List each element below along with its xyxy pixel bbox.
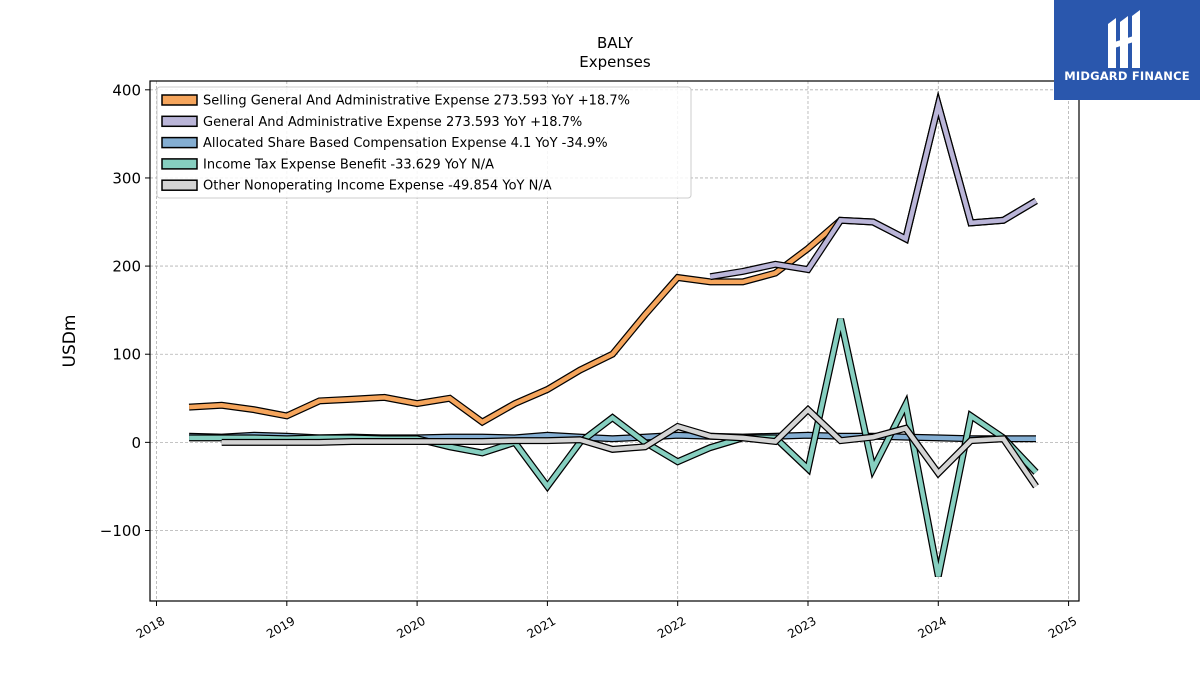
y-axis-label: USDm <box>60 315 80 368</box>
chart-subtitle: Expenses <box>579 53 651 71</box>
legend-label: Other Nonoperating Income Expense -49.85… <box>203 179 552 194</box>
y-tick-label: 100 <box>112 346 141 364</box>
x-tick-label: 2022 <box>655 614 688 641</box>
series-line-income-tax-expense-benefit <box>189 318 1038 577</box>
chart-title: BALY <box>597 34 634 52</box>
legend-label: Allocated Share Based Compensation Expen… <box>203 136 608 151</box>
x-tick-label: 2020 <box>394 614 427 641</box>
legend-label: Income Tax Expense Benefit -33.629 YoY N… <box>203 157 494 172</box>
legend-label: General And Administrative Expense 273.5… <box>203 115 582 130</box>
series-outline-general-and-administrative-expense <box>709 90 1038 281</box>
x-tick-label: 2025 <box>1046 614 1079 641</box>
legend-swatch <box>161 158 198 170</box>
plot-frame <box>149 80 1080 602</box>
y-tick-label: 0 <box>131 434 141 452</box>
series-line-general-and-administrative-expense <box>709 95 1038 279</box>
brand-name: MIDGARD FINANCE <box>1064 69 1190 83</box>
x-axis: 2018 2019 2020 2021 2022 2023 2024 2025 <box>134 601 1079 641</box>
x-tick-label: 2024 <box>916 614 949 641</box>
x-tick-label: 2023 <box>785 614 818 641</box>
legend: Selling General And Administrative Expen… <box>156 86 692 199</box>
y-tick-label: −100 <box>100 522 141 540</box>
y-axis: −100 0 100 200 300 400 <box>100 81 150 540</box>
legend-swatch <box>161 115 198 128</box>
y-tick-label: 400 <box>112 81 141 99</box>
legend-box <box>156 86 692 199</box>
midgard-logo-icon <box>1108 10 1140 68</box>
legend-swatch <box>161 94 198 106</box>
y-tick-label: 200 <box>112 258 141 276</box>
legend-label: Selling General And Administrative Expen… <box>203 94 630 109</box>
series-lines <box>188 90 1039 577</box>
x-tick-label: 2021 <box>525 614 558 641</box>
legend-swatch <box>161 179 198 191</box>
y-tick-label: 300 <box>112 169 141 187</box>
series-line-other-nonoperating-income-expense <box>221 406 1038 488</box>
legend-swatch <box>161 136 198 149</box>
brand-logo: MIDGARD FINANCE <box>1054 0 1200 100</box>
x-tick-label: 2019 <box>264 614 297 641</box>
x-tick-label: 2018 <box>134 614 167 641</box>
